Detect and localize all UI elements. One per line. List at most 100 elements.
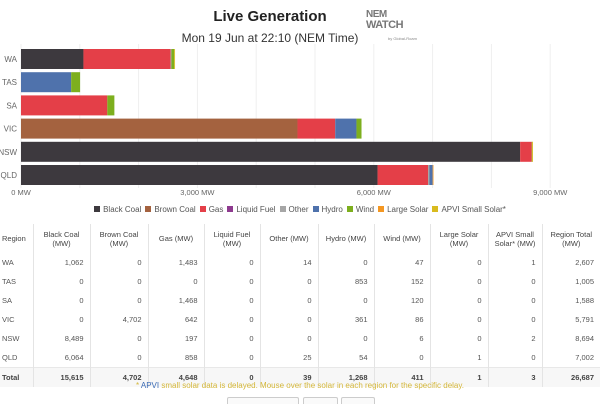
value-cell: 0	[203, 310, 260, 329]
x-tick-label: 0 MW	[11, 188, 32, 197]
legend-label: Wind	[355, 205, 375, 214]
value-cell: 0	[147, 272, 204, 291]
bar-sa-gas[interactable]	[21, 95, 108, 116]
legend-item-brown-coal[interactable]: Brown Coal	[145, 205, 196, 214]
legend-label: APVI Small Solar*	[441, 205, 506, 214]
chart-subtitle: Mon 19 Jun at 22:10 (NEM Time)	[181, 31, 359, 45]
column-header[interactable]: Liquid Fuel (MW)	[203, 224, 260, 253]
x-tick-label: 6,000 MW	[357, 188, 392, 197]
value-cell: 0	[203, 348, 260, 368]
legend-item-wind[interactable]: Wind	[346, 205, 375, 214]
column-header[interactable]: Other (MW)	[259, 224, 318, 253]
value-cell: 47	[373, 253, 430, 272]
bar-vic-brown-coal[interactable]	[21, 118, 298, 139]
generation-bar-chart: WA TAS SA VIC NSW QLD 0 MW 3,000 MW 6,000 MW 9,0…	[0, 44, 568, 197]
value-cell: 853	[317, 272, 374, 291]
bar-qld-black-coal[interactable]	[21, 165, 378, 185]
value-cell: 26,687	[541, 367, 600, 387]
column-header[interactable]: Wind (MW)	[373, 224, 430, 253]
value-cell: 1	[429, 367, 488, 387]
logo-line-1: NEM	[366, 9, 387, 20]
legend-label: Large Solar	[387, 205, 429, 214]
bar-vic-hydro[interactable]	[335, 118, 357, 139]
bar-qld-other[interactable]	[428, 165, 430, 185]
legend-item-large-solar[interactable]: Large Solar	[378, 205, 428, 214]
column-header[interactable]: Black Coal (MW)	[32, 224, 90, 253]
column-header[interactable]: Gas (MW)	[147, 224, 204, 253]
bar-wa-black-coal[interactable]	[21, 49, 84, 69]
value-cell: 0	[317, 291, 374, 310]
column-header[interactable]: Region Total (MW)	[541, 224, 600, 253]
bar-vic-wind[interactable]	[356, 118, 362, 139]
legend-item-black-coal[interactable]: Black Coal	[94, 205, 141, 214]
apvi-link[interactable]: APVI	[140, 381, 160, 390]
value-cell: 0	[89, 291, 148, 310]
value-cell: 4,648	[147, 367, 204, 387]
logo-line-2: WATCH	[366, 19, 404, 31]
value-cell: 411	[373, 367, 430, 387]
y-tick-label: TAS	[2, 78, 17, 87]
bar-sa-wind[interactable]	[107, 95, 115, 116]
legend-label: Gas	[208, 205, 224, 214]
bar-tas-wind[interactable]	[71, 72, 81, 93]
bar-qld-hydro[interactable]	[429, 165, 433, 185]
value-cell: 858	[147, 348, 204, 368]
column-header[interactable]: Brown Coal (MW)	[89, 224, 148, 253]
legend-item-liquid-fuel[interactable]: Liquid Fuel	[227, 205, 276, 214]
value-cell: 152	[373, 272, 430, 291]
bar-nsw-apvi-small-solar[interactable]	[532, 141, 533, 162]
value-cell: 1	[487, 253, 542, 272]
value-cell: 86	[373, 310, 430, 329]
bar-nsw-gas[interactable]	[520, 141, 532, 162]
value-cell: 8,489	[32, 329, 90, 348]
legend-swatch	[378, 206, 385, 212]
column-header[interactable]: Large Solar (MW)	[429, 224, 488, 253]
table-row: TAS 0 0 0 0 0 853 152 0 0 1,005	[0, 272, 600, 291]
value-cell: 3	[487, 367, 542, 387]
value-cell: 1,268	[317, 367, 374, 387]
legend-item-gas[interactable]: Gas	[199, 205, 224, 214]
table-row: SA 0 0 1,468 0 0 0 120 0 0 1,588	[0, 291, 600, 310]
value-cell: 25	[259, 348, 318, 368]
value-cell: 5,791	[541, 310, 600, 329]
note-prefix: *	[135, 381, 141, 390]
legend-swatch	[312, 206, 319, 212]
bar-wa-wind[interactable]	[171, 49, 175, 69]
bar-vic-gas[interactable]	[297, 118, 336, 139]
bar-qld-gas[interactable]	[377, 165, 429, 185]
column-header[interactable]: Region	[0, 224, 33, 253]
bar-wa-gas[interactable]	[83, 49, 171, 69]
value-cell: 0	[259, 329, 318, 348]
value-cell: 15,615	[32, 367, 90, 387]
y-tick-label: WA	[4, 55, 17, 64]
y-tick-label: SA	[6, 101, 17, 110]
value-cell: 0	[429, 291, 488, 310]
legend-swatch	[199, 206, 206, 212]
legend-item-apvi-small-solar[interactable]: APVI Small Solar*	[432, 205, 506, 214]
region-cell: QLD	[2, 353, 18, 362]
value-cell: 0	[259, 291, 318, 310]
bar-qld-large-solar[interactable]	[432, 165, 434, 185]
legend-item-hydro[interactable]: Hydro	[312, 205, 343, 214]
value-cell: 0	[89, 253, 148, 272]
value-cell: 2	[487, 329, 542, 348]
column-header[interactable]: Hydro (MW)	[317, 224, 374, 253]
value-cell: 197	[147, 329, 204, 348]
column-header[interactable]: APVI Small Solar* (MW)	[487, 224, 542, 253]
legend-label: Black Coal	[103, 205, 142, 214]
bar-nsw-black-coal[interactable]	[21, 141, 521, 162]
x-axis-labels: 0 MW 3,000 MW 6,000 MW 9,000 MW	[11, 188, 568, 197]
value-cell: 361	[317, 310, 374, 329]
bar-wa-other[interactable]	[170, 49, 172, 69]
bar-tas-hydro[interactable]	[21, 72, 72, 93]
y-axis-labels: WA TAS SA VIC NSW QLD	[0, 55, 18, 180]
bar-wa-apvi-small-solar[interactable]	[174, 49, 176, 69]
value-cell: 39	[259, 367, 318, 387]
legend-item-other[interactable]: Other	[279, 205, 309, 214]
value-cell: 7,002	[541, 348, 600, 368]
value-cell: 6	[373, 329, 430, 348]
value-cell: 1,468	[147, 291, 204, 310]
apvi-delay-note: * APVI small solar data is delayed. Mous…	[0, 381, 600, 390]
value-cell: 0	[487, 272, 542, 291]
value-cell: 0	[89, 272, 148, 291]
